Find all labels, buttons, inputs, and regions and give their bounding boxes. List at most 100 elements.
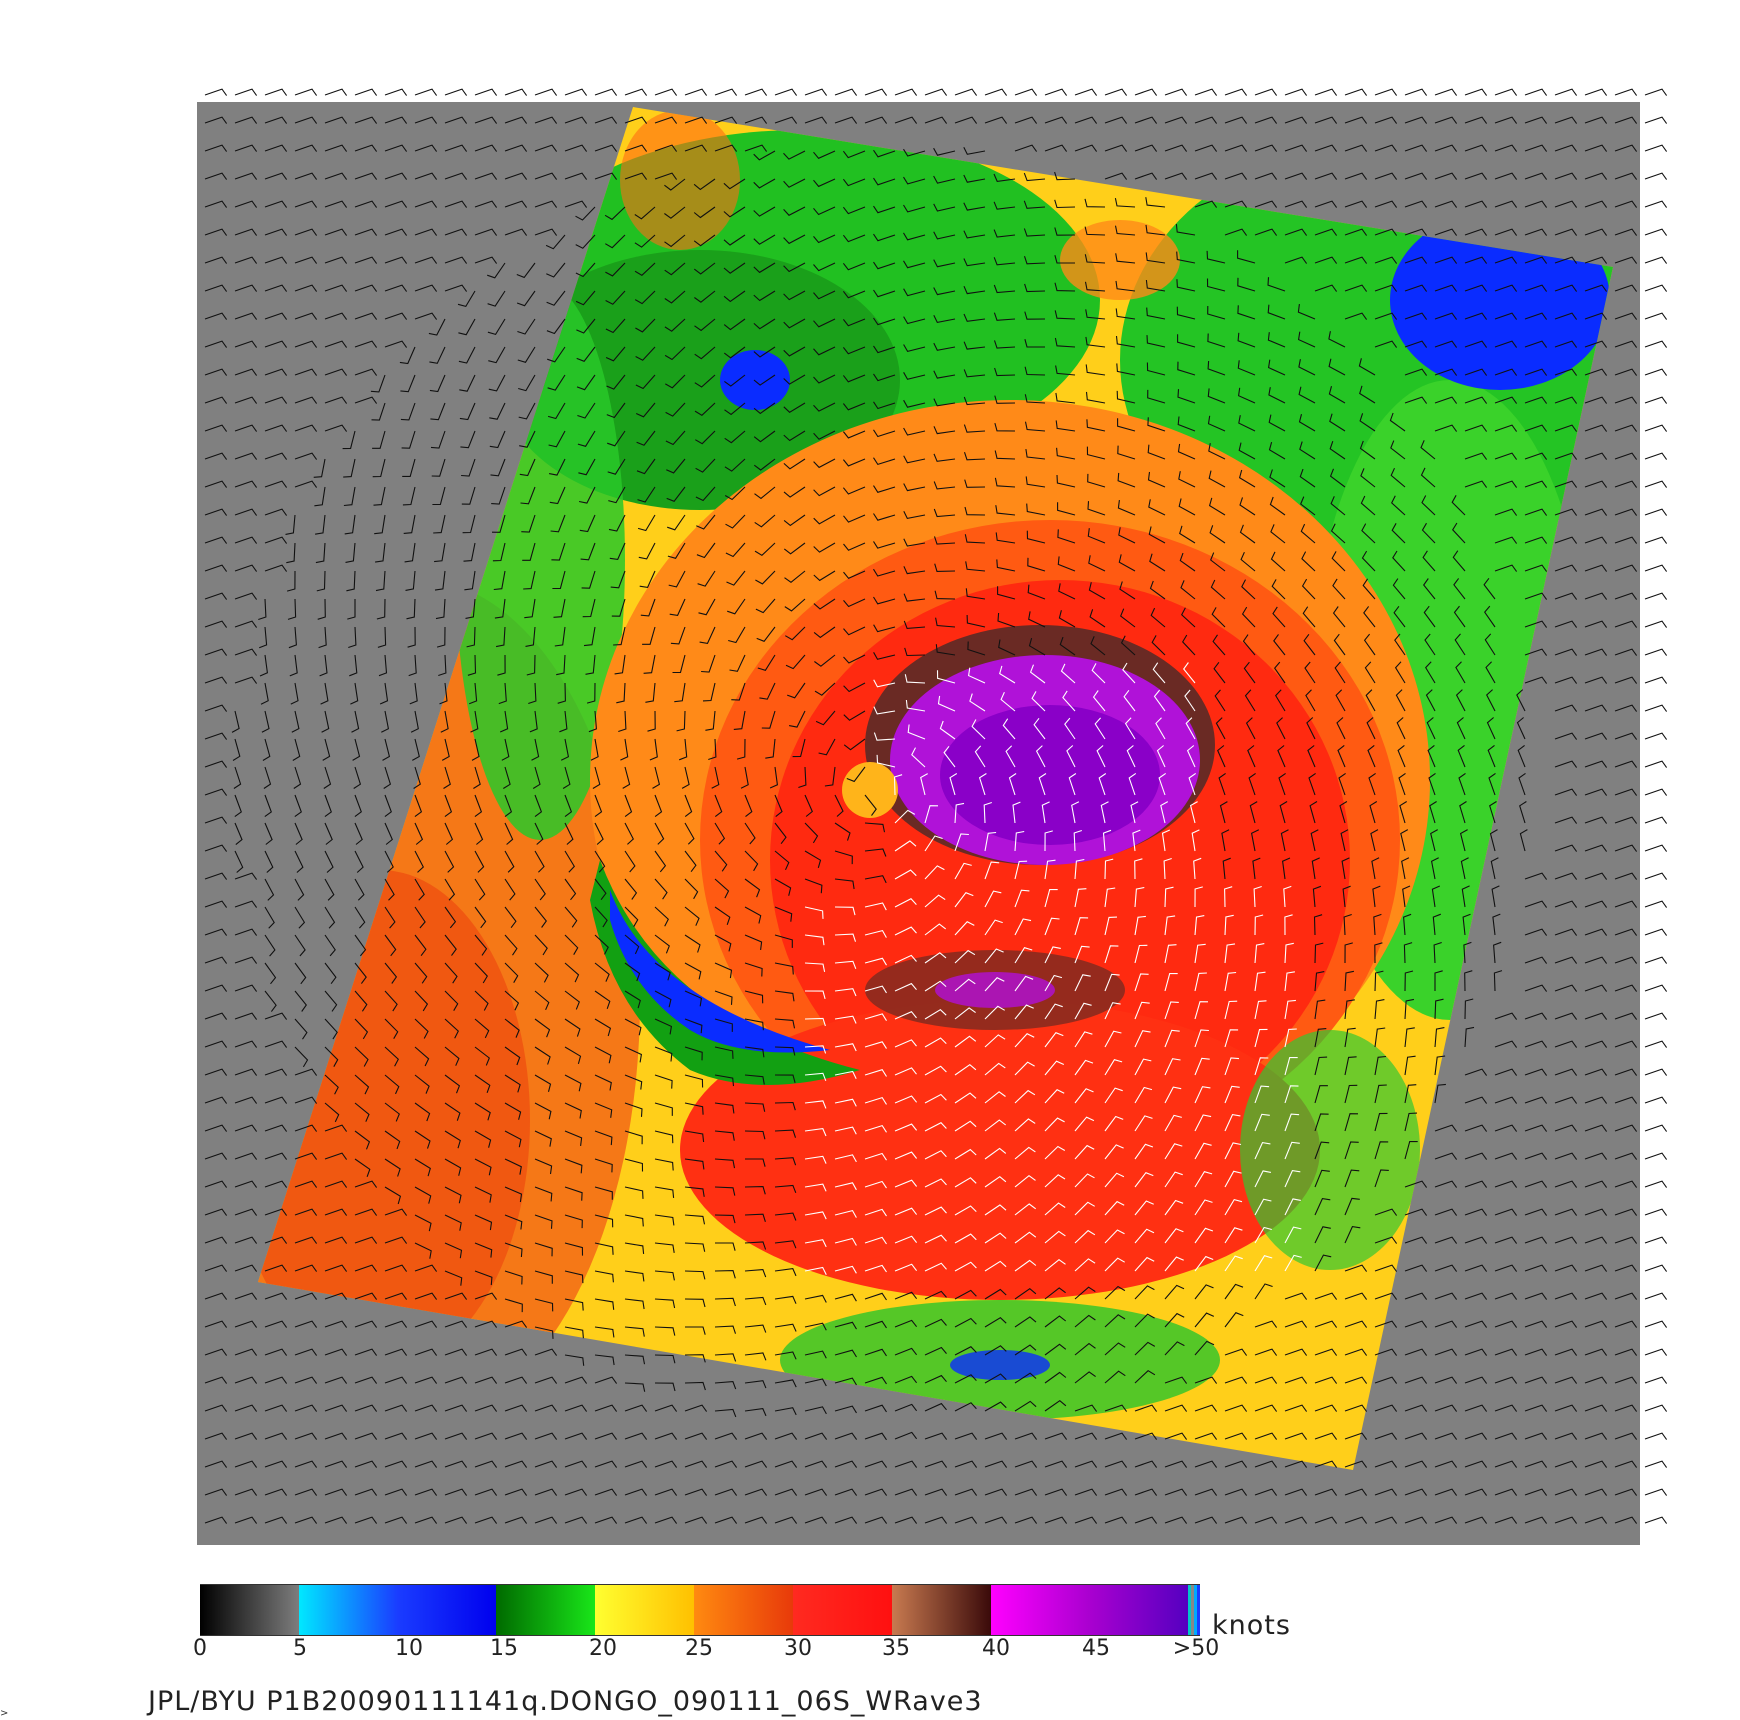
wind-barb — [504, 1186, 523, 1203]
wind-barb — [618, 710, 627, 733]
wind-barb — [1044, 917, 1060, 936]
wind-barbs — [204, 88, 1668, 1524]
wind-barb — [1584, 284, 1608, 292]
wind-barb — [324, 1236, 348, 1244]
wind-barb — [1056, 474, 1076, 488]
wind-barb — [1464, 480, 1488, 488]
wind-barb — [264, 396, 288, 404]
wind-barb — [1055, 420, 1076, 432]
wind-barb — [1254, 1460, 1278, 1468]
wind-barb — [1134, 1285, 1155, 1300]
wind-barb — [1554, 200, 1578, 208]
wind-barb — [1374, 1376, 1398, 1384]
wind-barb — [1644, 1376, 1668, 1384]
wind-barb — [1284, 999, 1296, 1020]
wind-barb — [755, 598, 776, 614]
wind-barb — [1254, 200, 1278, 208]
wind-barb — [264, 990, 277, 1012]
wind-barb — [1014, 1146, 1036, 1160]
wind-barb — [534, 200, 558, 208]
wind-barb — [474, 822, 484, 845]
wind-barb — [414, 284, 438, 292]
wind-barb — [1044, 1460, 1068, 1468]
wind-barb — [504, 1270, 523, 1285]
wind-barb — [1222, 857, 1231, 880]
wind-barb — [320, 682, 329, 705]
wind-barb — [804, 906, 824, 919]
wind-barb — [324, 1320, 348, 1328]
wind-barb — [1374, 284, 1398, 292]
wind-barb — [594, 172, 618, 180]
wind-barb — [234, 872, 258, 880]
wind-barb — [733, 710, 746, 730]
wind-barb — [1014, 1432, 1038, 1440]
wind-barb — [324, 962, 337, 985]
wind-barb — [234, 794, 242, 818]
wind-barb — [998, 639, 1016, 656]
wind-barb — [1194, 1001, 1209, 1020]
wind-barb — [654, 1214, 675, 1226]
wind-barb — [813, 458, 836, 469]
wind-barb — [774, 1074, 796, 1083]
wind-barb — [1404, 88, 1428, 96]
wind-barb — [1614, 984, 1638, 992]
wind-barb — [1224, 1516, 1248, 1524]
wind-barb — [1494, 1040, 1518, 1048]
wind-barb — [1254, 1170, 1272, 1188]
wind-barb — [1178, 471, 1196, 488]
wind-barb — [606, 374, 626, 390]
wind-barb — [1404, 1264, 1428, 1272]
wind-barb — [384, 1046, 399, 1067]
wind-barb — [1554, 452, 1578, 460]
wind-barb — [1207, 360, 1226, 376]
wind-barb — [1434, 1404, 1458, 1412]
wind-barb — [354, 1018, 369, 1040]
wind-barb — [404, 542, 416, 563]
wind-barb — [624, 990, 641, 1009]
colorbar-segment — [990, 1585, 1090, 1635]
wind-barb — [435, 598, 446, 620]
wind-barb — [1524, 452, 1548, 460]
wind-barb — [1367, 744, 1376, 768]
wind-barb — [291, 710, 300, 733]
wind-barb — [864, 985, 887, 994]
wind-barb — [1554, 228, 1578, 236]
wind-barb — [1644, 452, 1668, 460]
wind-barb — [624, 1158, 644, 1172]
wind-barb — [264, 906, 275, 929]
wind-barb — [1152, 662, 1166, 684]
wind-barb — [813, 570, 836, 582]
wind-barb — [1434, 1027, 1445, 1048]
wind-barb — [1434, 1348, 1458, 1356]
wind-barb — [842, 458, 866, 467]
wind-barb — [698, 598, 716, 616]
wind-barb — [204, 284, 228, 292]
wind-barb — [204, 1516, 228, 1524]
wind-barb — [744, 794, 753, 818]
wind-barb — [594, 1432, 618, 1440]
wind-barb — [834, 1321, 857, 1330]
wind-barb — [1002, 718, 1016, 740]
wind-barb — [1014, 1061, 1035, 1076]
wind-barb — [783, 486, 806, 498]
wind-barb — [1434, 998, 1444, 1020]
wind-barb — [1243, 661, 1256, 684]
wind-barb — [954, 116, 978, 124]
wind-barb — [1584, 984, 1608, 992]
wind-barb — [400, 374, 416, 393]
wind-barb — [607, 458, 626, 475]
wind-barb — [1344, 1516, 1368, 1524]
wind-barb — [594, 88, 618, 96]
wind-barb — [685, 1326, 706, 1335]
wind-barb — [1224, 200, 1248, 208]
wind-barb — [534, 1298, 554, 1312]
wind-barb — [1404, 998, 1415, 1020]
wind-barb — [1238, 415, 1256, 432]
wind-barb — [1584, 1236, 1608, 1244]
wind-barb — [1254, 1320, 1278, 1328]
wind-barb — [744, 1296, 767, 1306]
wind-barb — [1224, 1432, 1248, 1440]
wind-barb — [1494, 312, 1518, 320]
wind-barb — [783, 178, 806, 188]
wind-barb — [234, 676, 258, 684]
